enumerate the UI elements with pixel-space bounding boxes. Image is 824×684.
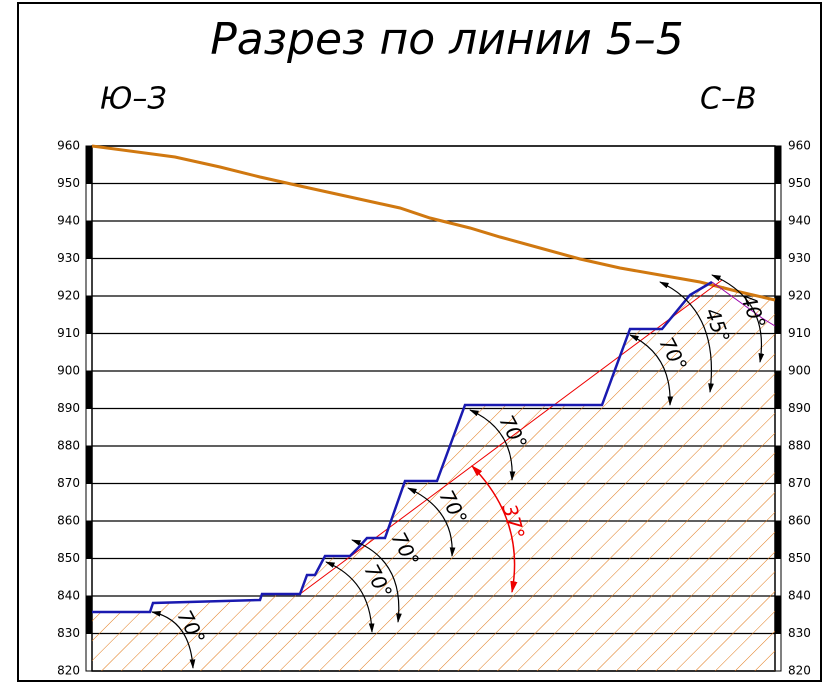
elevation-label: 920 bbox=[57, 289, 80, 303]
scale-bar bbox=[85, 145, 93, 184]
scale-bar bbox=[774, 333, 782, 372]
scale-bar bbox=[85, 520, 93, 559]
elevation-label: 870 bbox=[788, 476, 811, 490]
elevation-label: 830 bbox=[788, 626, 811, 640]
elevation-label: 930 bbox=[57, 251, 80, 265]
scale-bar bbox=[774, 595, 782, 634]
scale-bar bbox=[85, 558, 93, 597]
elevation-label: 820 bbox=[57, 664, 80, 678]
elevation-label: 920 bbox=[788, 289, 811, 303]
arc bbox=[711, 274, 765, 363]
arc bbox=[407, 487, 456, 557]
elevation-label: 890 bbox=[57, 401, 80, 415]
scale-bar bbox=[774, 258, 782, 297]
elevation-label: 850 bbox=[788, 551, 811, 565]
scale-bar bbox=[85, 483, 93, 522]
elevation-label: 910 bbox=[788, 326, 811, 340]
scale-bar bbox=[774, 408, 782, 447]
scale-bar bbox=[85, 633, 93, 672]
scale-bar bbox=[85, 220, 93, 259]
scale-bar bbox=[774, 483, 782, 522]
angle-arcs bbox=[151, 274, 765, 669]
scale-bar bbox=[85, 333, 93, 372]
scale-bar bbox=[774, 295, 782, 334]
scale-bar bbox=[774, 183, 782, 222]
elevation-label: 950 bbox=[788, 176, 811, 190]
elevation-label: 840 bbox=[788, 589, 811, 603]
elevation-label: 880 bbox=[57, 439, 80, 453]
elevation-label: 900 bbox=[788, 364, 811, 378]
scale-bar bbox=[85, 295, 93, 334]
arc bbox=[659, 281, 714, 393]
elevation-label: 830 bbox=[57, 626, 80, 640]
arc-red bbox=[471, 465, 518, 594]
scale-bar bbox=[774, 633, 782, 672]
elevation-label: 840 bbox=[57, 589, 80, 603]
elevation-label: 890 bbox=[788, 401, 811, 415]
elevation-label: 930 bbox=[788, 251, 811, 265]
elevation-label: 910 bbox=[57, 326, 80, 340]
elevation-label: 960 bbox=[788, 139, 811, 153]
elevation-label: 860 bbox=[57, 514, 80, 528]
scale-bar bbox=[85, 370, 93, 409]
elevation-label: 850 bbox=[57, 551, 80, 565]
scale-bar bbox=[85, 595, 93, 634]
elevation-label: 870 bbox=[57, 476, 80, 490]
elevation-label: 880 bbox=[788, 439, 811, 453]
direction: Ю–З bbox=[100, 82, 167, 117]
scale-bar bbox=[85, 183, 93, 222]
ground-line bbox=[91, 144, 776, 302]
scale-bar bbox=[774, 520, 782, 559]
elevation-label: 940 bbox=[788, 214, 811, 228]
scale-bar bbox=[774, 445, 782, 484]
frame bbox=[17, 2, 822, 682]
scale-bar bbox=[85, 258, 93, 297]
arc bbox=[151, 610, 196, 669]
scale-bar bbox=[774, 558, 782, 597]
arc bbox=[351, 539, 402, 623]
scale-bar bbox=[85, 408, 93, 447]
elevation-label: 950 bbox=[57, 176, 80, 190]
direction: С–В bbox=[700, 82, 757, 117]
elevation-label: 860 bbox=[788, 514, 811, 528]
elevation-label: 900 bbox=[57, 364, 80, 378]
elevation-label: 820 bbox=[788, 664, 811, 678]
elevation-label: 960 bbox=[57, 139, 80, 153]
scale-bar bbox=[774, 370, 782, 409]
title: Разрез по линии 5–5 bbox=[210, 14, 684, 65]
scale-bar bbox=[774, 220, 782, 259]
scale-bar bbox=[774, 145, 782, 184]
scale-bar bbox=[85, 445, 93, 484]
elevation-label: 940 bbox=[57, 214, 80, 228]
